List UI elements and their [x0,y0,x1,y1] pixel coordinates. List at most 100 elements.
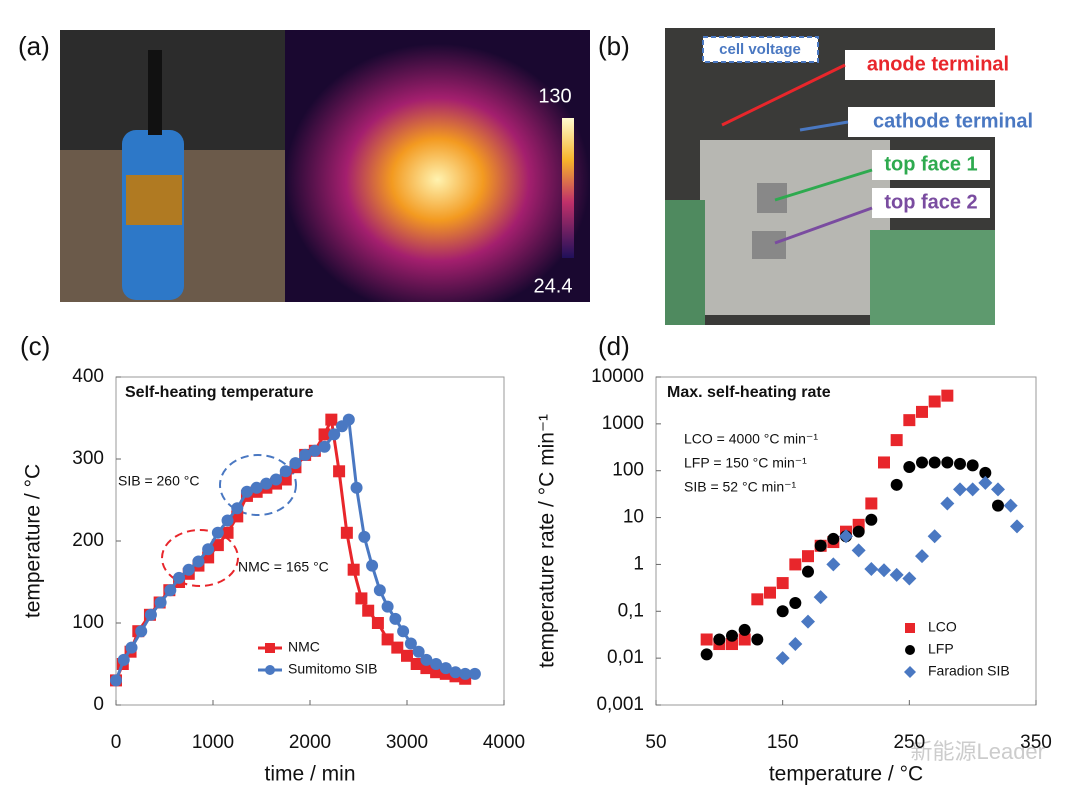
marker [953,482,967,497]
marker [801,614,815,629]
annotation: LCO = 4000 °C min⁻¹ [684,431,818,447]
annotation: LFP = 150 °C min⁻¹ [684,455,807,471]
annotation: top face 2 [884,191,977,213]
photo-background [60,30,285,150]
marker [391,641,404,654]
marker [362,604,375,617]
marker [373,584,386,597]
marker [404,637,417,650]
marker [966,459,979,472]
marker [992,499,1004,512]
marker [865,513,878,526]
marker [397,625,410,638]
marker [366,559,379,572]
marker [279,465,292,478]
marker [864,561,879,576]
marker [764,586,776,599]
marker [350,481,363,494]
marker [221,526,234,539]
marker [333,465,346,478]
marker [412,645,425,658]
marker [813,590,828,605]
marker [788,637,803,652]
marker [325,413,338,426]
marker [916,456,928,469]
annotation: cathode terminal [873,110,1033,132]
y-tick-label: 300 [72,448,104,469]
legend-swatch [905,623,915,633]
marker [775,651,790,666]
marker [713,633,726,646]
y-tick-label: 1000 [602,413,644,434]
marker [299,448,312,461]
marker [979,466,992,479]
x-tick-label: 50 [645,732,666,753]
legend-swatch [265,643,275,653]
x-axis-label: time / min [264,763,355,786]
legend-swatch [904,666,916,678]
thermal-scale [562,118,574,258]
marker [877,563,891,578]
marker [381,633,394,646]
marker [110,674,122,687]
marker [928,395,941,408]
marker [941,389,954,402]
x-tick-label: 1000 [192,732,234,753]
highlight [161,529,239,587]
legend-label: Faradion SIB [928,663,1010,679]
x-tick-label: 4000 [483,732,525,753]
marker [903,461,916,474]
marker [889,567,904,582]
marker [420,662,433,675]
marker [328,428,341,441]
marker [890,478,903,491]
marker [430,666,443,679]
marker [738,623,751,636]
annotation: anode terminal [867,53,1009,75]
panel-label: (a) [18,31,50,61]
y-tick-label: 0,01 [607,647,644,668]
plot-frame [655,376,1037,706]
marker [940,496,955,511]
marker [211,539,224,552]
marker [125,641,138,654]
y-tick-label: 400 [72,366,104,387]
marker [410,658,423,670]
marker [381,600,394,613]
y-tick-label: 1 [633,553,644,574]
marker [173,571,186,584]
marker [202,543,215,556]
marker [221,514,234,527]
y-tick-label: 100 [612,460,644,481]
marker [240,485,253,498]
y-axis-label: temperature rate / °C min⁻¹ [536,414,559,668]
marker [902,571,917,586]
marker [903,414,916,427]
y-tick-label: 0,1 [618,600,644,621]
y-tick-label: 100 [72,612,104,633]
legend-swatch [265,665,275,675]
annotation: SIB = 52 °C min⁻¹ [684,479,797,495]
marker [751,633,764,646]
x-axis-label: temperature / °C [769,763,923,786]
marker [865,497,878,510]
marker [318,440,331,453]
marker [260,477,273,490]
marker [340,526,353,539]
marker [827,532,840,545]
marker [915,549,929,564]
marker [928,456,941,469]
panel-label: (c) [20,331,50,361]
marker [751,593,764,606]
marker [776,577,789,590]
arrow [799,120,849,132]
marker [308,444,321,457]
chart-title: Max. self-heating rate [667,384,831,401]
highlight [219,454,297,516]
marker [965,482,980,497]
marker [459,667,472,680]
y-tick-label: 0 [93,694,104,715]
x-tick-label: 150 [767,732,799,753]
photo-detail [870,230,995,325]
